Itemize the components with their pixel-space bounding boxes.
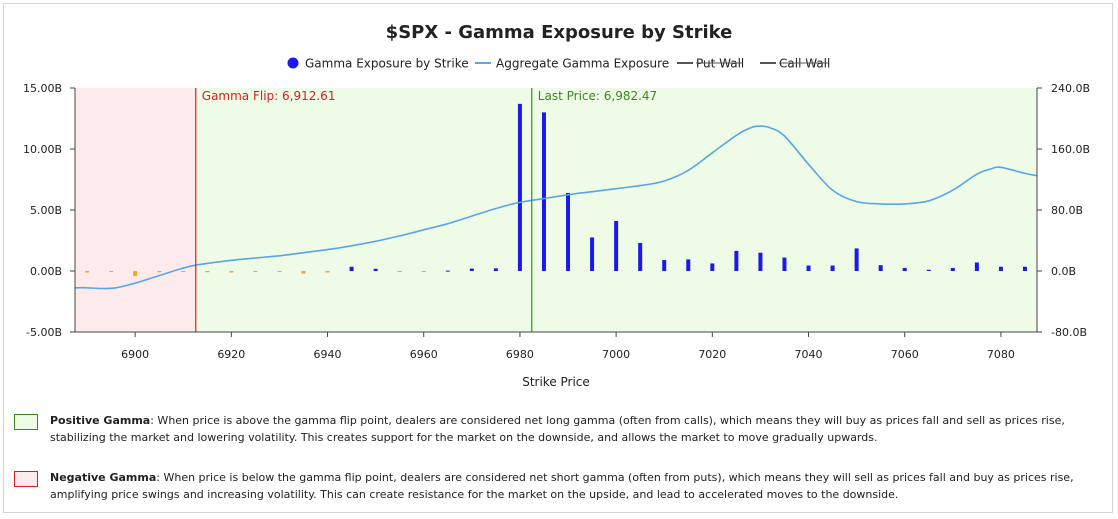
y-right-tick-label: 160.0B (1051, 143, 1090, 156)
gamma-bar[interactable] (854, 248, 859, 271)
negative-gamma-region (75, 88, 196, 332)
gamma-bar[interactable] (517, 103, 522, 271)
gamma-bar[interactable] (397, 271, 402, 272)
aggregate-gamma-line[interactable] (74, 125, 1038, 290)
gamma-bar[interactable] (686, 259, 691, 271)
gamma-bar[interactable] (950, 267, 955, 271)
axes: -5.00B 0.00B 5.00B 10.00B 15.00B -80.0B 0.0B 80… (23, 82, 1090, 361)
positive-gamma-region (195, 88, 1037, 332)
gamma-bar[interactable] (277, 271, 282, 272)
gamma-bar[interactable] (253, 271, 258, 272)
gamma-bar[interactable] (205, 271, 210, 273)
legend-item-aggregate-gamma[interactable]: Aggregate Gamma Exposure (475, 57, 669, 71)
positive-gamma-note: Positive Gamma: When price is above the … (14, 412, 1094, 446)
y-right-tick-label: 240.0B (1051, 82, 1090, 95)
positive-gamma-title: Positive Gamma (50, 414, 151, 427)
y-left-tick-label: 15.00B (23, 82, 62, 95)
legend-item-call-wall[interactable]: Call Wall (760, 57, 830, 71)
gamma-bar[interactable] (926, 269, 931, 271)
legend-label-gamma-exposure: Gamma Exposure by Strike (305, 57, 469, 71)
gamma-bar[interactable] (301, 271, 306, 274)
gamma-bar[interactable] (638, 242, 643, 271)
positive-gamma-text: Positive Gamma: When price is above the … (50, 412, 1094, 446)
gamma-bar[interactable] (1022, 266, 1027, 271)
x-tick-label: 6980 (506, 348, 534, 361)
y-left-tick-label: -5.00B (26, 326, 62, 339)
x-tick-label: 7000 (602, 348, 630, 361)
negative-gamma-text: Negative Gamma: When price is below the … (50, 469, 1094, 503)
gamma-bar[interactable] (878, 265, 883, 271)
gamma-flip-label: Gamma Flip: 6,912.61 (202, 89, 336, 103)
gamma-bar[interactable] (421, 271, 426, 272)
x-axis-label: Strike Price (522, 375, 590, 389)
negative-gamma-title: Negative Gamma (50, 471, 157, 484)
gamma-bar[interactable] (229, 271, 234, 273)
gamma-bar[interactable] (758, 252, 763, 271)
gamma-bar[interactable] (109, 271, 114, 272)
gamma-bar[interactable] (85, 271, 90, 273)
gamma-bar[interactable] (710, 263, 715, 271)
gamma-bar[interactable] (782, 257, 787, 271)
negative-gamma-note: Negative Gamma: When price is below the … (14, 469, 1094, 503)
y-left-tick-label: 10.00B (23, 143, 62, 156)
negative-gamma-description: : When price is below the gamma flip poi… (50, 471, 1074, 501)
gamma-bar[interactable] (806, 265, 811, 271)
gamma-bar[interactable] (541, 112, 546, 272)
last-price-label: Last Price: 6,982.47 (538, 89, 657, 103)
legend-item-put-wall[interactable]: Put Wall (677, 57, 744, 71)
positive-gamma-description: : When price is above the gamma flip poi… (50, 414, 1065, 444)
y-right-tick-label: 0.0B (1051, 265, 1076, 278)
gamma-bar[interactable] (181, 271, 186, 272)
gamma-bar[interactable] (373, 268, 378, 271)
gamma-bar[interactable] (974, 262, 979, 271)
legend-dot-icon (287, 57, 299, 69)
legend: Gamma Exposure by Strike Aggregate Gamma… (287, 57, 830, 71)
gamma-bar[interactable] (998, 266, 1003, 271)
gamma-bar[interactable] (830, 265, 835, 271)
gamma-bar[interactable] (902, 267, 907, 271)
gamma-bar[interactable] (614, 220, 619, 271)
x-tick-label: 6900 (121, 348, 149, 361)
x-tick-label: 6940 (314, 348, 342, 361)
x-tick-label: 7060 (891, 348, 919, 361)
gamma-bar[interactable] (133, 271, 138, 277)
x-tick-label: 6960 (410, 348, 438, 361)
gamma-bar[interactable] (566, 192, 571, 271)
gamma-bar[interactable] (662, 260, 667, 271)
gamma-bar[interactable] (493, 268, 498, 271)
y-right-tick-label: -80.0B (1051, 326, 1087, 339)
gamma-bar[interactable] (469, 268, 474, 271)
chart-frame (3, 3, 1113, 513)
gamma-bar[interactable] (157, 271, 162, 273)
negative-gamma-swatch (14, 471, 38, 487)
y-right-tick-label: 80.0B (1051, 204, 1083, 217)
x-tick-label: 7020 (698, 348, 726, 361)
aggregate-line-group (74, 125, 1038, 290)
annotations: Gamma Flip: 6,912.61 Last Price: 6,982.47 (195, 88, 657, 332)
gamma-bar[interactable] (349, 266, 354, 271)
gamma-bars (85, 103, 1027, 277)
legend-label-aggregate-gamma: Aggregate Gamma Exposure (496, 57, 669, 71)
y-left-tick-label: 5.00B (30, 204, 62, 217)
chart-title: $SPX - Gamma Exposure by Strike (386, 22, 733, 43)
legend-item-gamma-exposure[interactable]: Gamma Exposure by Strike (287, 57, 469, 71)
gamma-bar[interactable] (734, 250, 739, 271)
positive-gamma-swatch (14, 414, 38, 430)
x-tick-label: 7080 (987, 348, 1015, 361)
gamma-bar[interactable] (590, 237, 595, 271)
x-tick-label: 7040 (795, 348, 823, 361)
plot-regions (75, 88, 1037, 332)
y-left-tick-label: 0.00B (30, 265, 62, 278)
gamma-bar[interactable] (445, 270, 450, 272)
x-tick-label: 6920 (217, 348, 245, 361)
gamma-bar[interactable] (325, 271, 330, 273)
gamma-exposure-chart: $SPX - Gamma Exposure by Strike Gamma Ex… (23, 22, 1090, 389)
